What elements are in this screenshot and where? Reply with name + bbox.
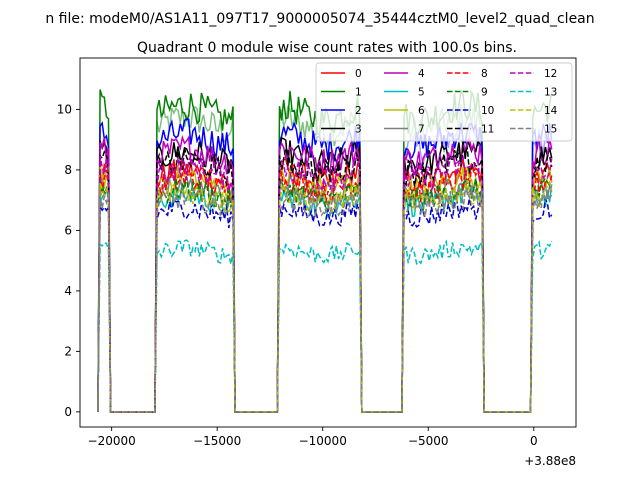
legend-label: 0	[355, 68, 362, 80]
y-tick-label: 2	[64, 344, 72, 358]
y-tick-label: 8	[64, 163, 72, 177]
y-tick-label: 0	[64, 405, 72, 419]
series-line-15	[97, 185, 553, 413]
legend-label: 11	[481, 124, 494, 136]
legend-label: 2	[355, 105, 362, 117]
x-tick-label: 0	[530, 434, 538, 448]
x-tick-label: −15000	[193, 434, 241, 448]
plot-frame	[79, 57, 577, 428]
legend-label: 13	[544, 87, 557, 99]
y-tick-label: 10	[57, 102, 72, 116]
x-tick-label: −10000	[299, 434, 347, 448]
legend-label: 7	[418, 124, 425, 136]
legend-label: 4	[418, 68, 425, 80]
legend-label: 12	[544, 68, 557, 80]
legend-label: 14	[544, 105, 558, 117]
legend-label: 3	[355, 124, 362, 136]
x-axis: −20000 −15000 −10000 −5000 0	[88, 427, 538, 448]
legend-label: 1	[355, 87, 362, 99]
series-line-13	[97, 239, 553, 413]
series-lines	[97, 88, 553, 413]
y-tick-label: 6	[64, 223, 72, 237]
series-line-0	[97, 157, 553, 413]
chart-title: Quadrant 0 module wise count rates with …	[137, 40, 517, 56]
legend-label: 5	[418, 87, 425, 99]
legend-label: 10	[481, 105, 494, 117]
figure-suptitle: n file: modeM0/AS1A11_097T17_9000005074_…	[45, 11, 594, 27]
legend-label: 9	[481, 87, 488, 99]
series-line-9	[97, 176, 552, 413]
legend-label: 15	[544, 124, 557, 136]
y-tick-label: 4	[64, 284, 72, 298]
series-line-12	[97, 153, 553, 413]
x-tick-label: −20000	[88, 434, 136, 448]
y-axis: 0 2 4 6 8 10	[57, 102, 80, 419]
x-offset-text: +3.88e8	[524, 454, 576, 468]
legend-label: 6	[418, 105, 425, 117]
series-line-4	[97, 134, 553, 413]
legend-label: 8	[481, 68, 488, 80]
x-tick-label: −5000	[408, 434, 449, 448]
series-line-11	[97, 145, 553, 413]
legend-box	[315, 62, 573, 142]
